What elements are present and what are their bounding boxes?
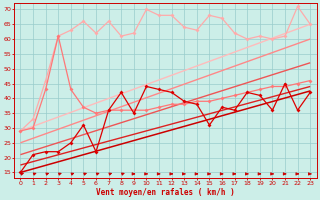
X-axis label: Vent moyen/en rafales ( km/h ): Vent moyen/en rafales ( km/h ) [96, 188, 235, 197]
